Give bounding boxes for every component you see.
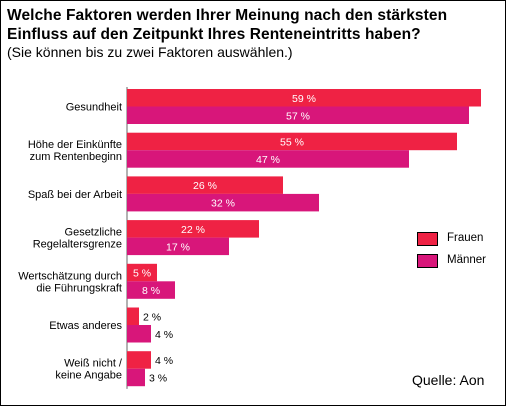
data-label: 3 % (149, 372, 167, 384)
legend-swatch-frauen (417, 232, 438, 246)
data-label: 57 % (286, 110, 310, 122)
category-label: Gesundheit (66, 102, 122, 114)
category-label: Höhe der Einkünfte zum Rentenbeginn (28, 139, 122, 163)
legend-label-maenner: Männer (447, 254, 486, 266)
data-label: 22 % (181, 224, 205, 236)
bar-maenner (127, 325, 151, 343)
legend-swatch-maenner (417, 254, 438, 268)
bar-frauen (127, 263, 157, 282)
data-label: 32 % (211, 198, 235, 210)
data-label: 17 % (166, 241, 190, 253)
bar-frauen (127, 220, 259, 238)
data-label: 5 % (133, 268, 151, 280)
bar-maenner (127, 150, 409, 168)
data-label: 4 % (155, 355, 173, 367)
category-label: Etwas anderes (49, 320, 122, 332)
data-label: 55 % (280, 136, 304, 148)
data-label: 8 % (142, 285, 160, 297)
bar-frauen (127, 89, 481, 107)
bar-maenner (127, 193, 319, 212)
category-label: Weiß nicht / keine Angabe (55, 358, 123, 382)
category-label: Wertschätzung durch die Führungskraft (18, 270, 122, 294)
data-label: 59 % (292, 93, 316, 105)
bar-frauen (127, 176, 283, 194)
bar-maenner (127, 281, 175, 299)
bar-maenner (127, 368, 145, 387)
category-label: Spaß bei der Arbeit (28, 189, 122, 201)
legend-label-frauen: Frauen (447, 232, 484, 244)
data-label: 4 % (155, 329, 173, 341)
data-label: 47 % (256, 154, 280, 166)
source-label: Quelle: Aon (412, 372, 485, 388)
bar-frauen (127, 351, 151, 369)
bar-frauen (127, 132, 457, 151)
chart-title: Welche Faktoren werden Ihrer Meinung nac… (7, 7, 448, 43)
category-label: Gesetzliche Regelaltersgrenze (33, 227, 122, 251)
bar-frauen (127, 307, 139, 325)
bar-maenner (127, 237, 229, 256)
data-label: 26 % (193, 180, 217, 192)
chart-subtitle: (Sie können bis zu zwei Faktoren auswähl… (7, 44, 293, 60)
data-label: 2 % (143, 311, 161, 323)
bar-maenner (127, 106, 469, 124)
